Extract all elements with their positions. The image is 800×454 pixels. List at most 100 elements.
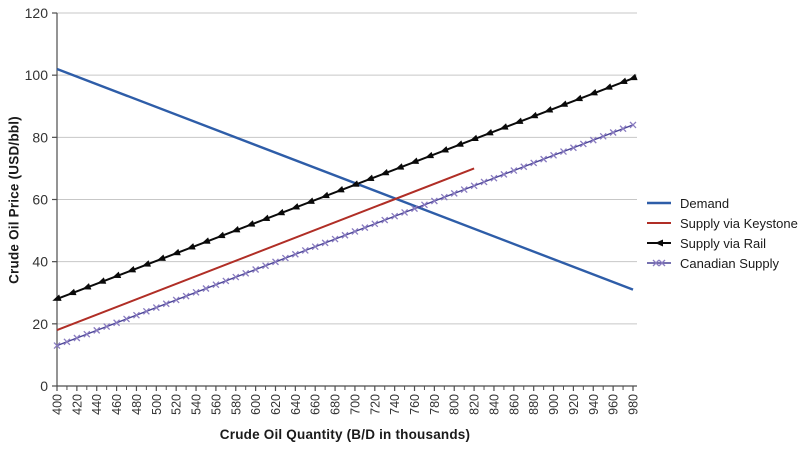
legend-x-marker	[658, 259, 666, 267]
x-marker	[520, 163, 528, 171]
series-line	[56, 167, 475, 331]
triangle-marker	[409, 157, 420, 164]
x-marker	[480, 178, 488, 186]
x-marker	[172, 296, 180, 304]
x-tick-label: 740	[388, 394, 402, 415]
triangle-marker	[514, 117, 524, 124]
x-tick-label: 600	[249, 394, 263, 415]
triangle-marker	[216, 231, 226, 239]
y-tick-label: 40	[32, 254, 48, 270]
y-tick-label: 20	[32, 316, 48, 332]
x-tick-label: 680	[329, 394, 343, 415]
x-marker	[93, 326, 101, 334]
x-marker	[152, 304, 160, 312]
x-tick-label: 980	[627, 394, 641, 415]
triangle-marker	[231, 226, 241, 233]
legend-label: Demand	[680, 195, 730, 211]
x-marker	[500, 170, 508, 178]
triangle-marker	[335, 186, 345, 193]
series-supply-via-keystone	[56, 167, 475, 331]
legend-item-supply-via-rail: Supply via Rail	[646, 233, 798, 253]
x-marker	[440, 193, 448, 201]
x-marker	[470, 182, 478, 190]
x-marker	[569, 144, 577, 152]
triangle-marker	[469, 134, 479, 142]
legend: Demand Supply via Keystone Supply via Rail…	[646, 193, 798, 273]
x-marker	[311, 243, 319, 251]
x-tick-label: 420	[70, 394, 84, 415]
triangle-marker	[350, 180, 360, 187]
x-marker	[371, 220, 379, 228]
x-marker	[63, 338, 71, 346]
triangle-marker	[156, 254, 166, 261]
x-marker	[272, 258, 279, 266]
x-marker	[123, 315, 130, 323]
triangle-marker	[380, 168, 390, 176]
triangle-marker	[320, 191, 330, 199]
legend-label: Supply via Keystone	[680, 215, 798, 231]
x-marker	[222, 277, 230, 285]
x-marker	[232, 273, 240, 281]
x-tick-label: 640	[289, 394, 303, 415]
x-marker	[391, 212, 399, 220]
triangle-marker	[290, 203, 300, 210]
x-axis-title: Crude Oil Quantity (B/D in thousands)	[219, 427, 471, 442]
triangle-marker	[484, 128, 494, 136]
triangle-marker	[97, 277, 107, 284]
x-tick-label: 400	[51, 394, 65, 415]
x-tick-label: 520	[170, 394, 184, 415]
x-tick-label: 660	[309, 394, 323, 415]
legend-label: Supply via Rail	[680, 235, 766, 251]
x-tick-label: 800	[448, 394, 462, 415]
triangle-marker	[245, 220, 256, 227]
x-tick-label: 900	[547, 394, 561, 415]
x-marker	[73, 334, 81, 342]
triangle-marker	[126, 265, 137, 273]
x-marker	[53, 342, 61, 350]
x-tick-label: 700	[348, 394, 362, 415]
x-marker	[589, 136, 597, 144]
triangle-marker	[111, 271, 122, 279]
triangle-marker	[394, 163, 405, 170]
x-tick-label: 820	[468, 394, 482, 415]
x-marker	[450, 189, 458, 197]
y-tick-label: 60	[32, 192, 48, 208]
legend-line-sample	[647, 222, 671, 224]
x-marker	[162, 300, 170, 308]
x-marker	[351, 227, 359, 235]
series-supply-via-rail	[52, 73, 638, 301]
x-marker	[609, 129, 617, 136]
x-marker	[381, 216, 389, 224]
x-tick-label: 460	[110, 394, 124, 415]
x-marker	[530, 159, 538, 167]
x-marker	[291, 250, 299, 258]
triangle-marker	[558, 100, 569, 107]
triangle-marker	[141, 260, 151, 267]
x-tick-label: 620	[269, 394, 283, 415]
legend-item-canadian-supply: Canadian Supply	[646, 253, 798, 273]
x-tick-label: 920	[567, 394, 581, 415]
x-tick-label: 540	[190, 394, 204, 415]
x-marker	[361, 224, 369, 232]
x-tick-label: 880	[527, 394, 541, 415]
x-marker	[242, 269, 250, 277]
legend-line-sample	[647, 239, 671, 247]
triangle-marker	[275, 208, 286, 216]
x-tick-label: 960	[607, 394, 621, 415]
x-tick-label: 720	[368, 394, 382, 415]
x-marker	[619, 125, 627, 133]
x-marker	[341, 231, 349, 239]
legend-item-demand: Demand	[646, 193, 798, 213]
x-marker	[212, 281, 220, 289]
x-tick-label: 940	[587, 394, 601, 415]
x-tick-label: 440	[90, 394, 104, 415]
triangle-marker	[305, 197, 315, 204]
x-marker	[550, 151, 558, 159]
x-marker	[560, 148, 567, 155]
x-marker	[252, 266, 260, 273]
legend-item-supply-via-keystone: Supply via Keystone	[646, 213, 798, 233]
x-marker	[301, 247, 309, 254]
legend-line-sample	[647, 201, 671, 205]
x-marker	[540, 155, 548, 163]
